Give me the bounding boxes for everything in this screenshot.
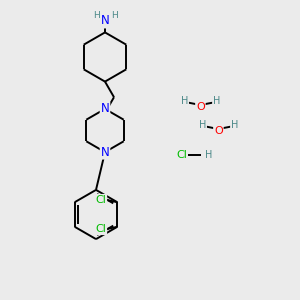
Text: N: N [100,14,109,28]
Text: H: H [199,119,206,130]
Text: N: N [100,102,109,116]
Text: O: O [214,125,223,136]
Text: Cl: Cl [95,195,106,205]
Text: H: H [231,119,238,130]
Text: H: H [181,95,188,106]
Text: O: O [196,101,205,112]
Text: H: H [205,149,212,160]
Text: H: H [111,11,117,20]
Text: N: N [100,146,109,159]
Text: Cl: Cl [95,224,106,234]
Text: H: H [93,11,99,20]
Text: H: H [213,95,220,106]
Text: Cl: Cl [176,149,187,160]
